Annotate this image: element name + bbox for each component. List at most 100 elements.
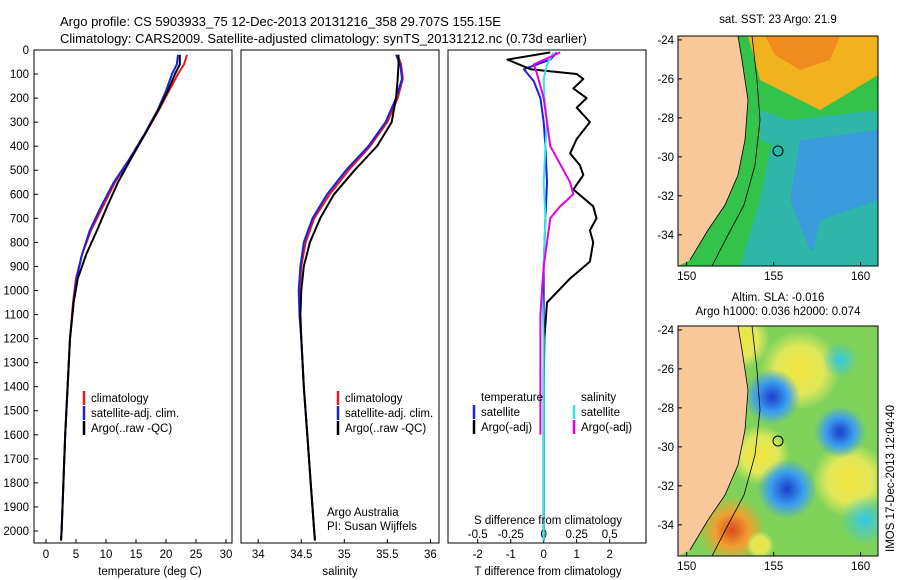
sla-map-title2: Argo h1000: 0.036 h2000: 0.074 [696,306,862,318]
legend-label: Argo(..raw -QC) [91,423,172,435]
y-tick-label: 1100 [4,310,29,322]
sla-map-title1: Altim. SLA: -0.016 [732,292,825,304]
temperature-profiles [60,54,188,541]
x-tick-label: 34 [252,549,265,561]
argo-location-marker [772,145,784,157]
temperature-x-axis: 0 5 10 15 20 25 30 [43,539,233,561]
sst-map-frame [677,35,879,267]
temp-argo-diff-line [506,51,598,541]
sst-map-axes: 150 155 160 -24 -26 -28 -30 -32 -34 [657,35,870,283]
lat-tick-label: -32 [657,191,674,203]
lon-tick-label: 150 [677,271,696,283]
legend-label: satellite-adj. clim. [91,408,179,420]
x-tick-label: 1 [573,549,579,561]
y-tick-label: 400 [10,141,29,153]
x-tick-label: 0 [43,549,49,561]
y-tick-label: 1000 [3,285,29,297]
lon-tick-label: 160 [851,561,870,573]
legend-label: climatology [91,393,149,405]
x-tick-label: -1 [506,549,516,561]
lat-tick-label: -26 [657,74,674,86]
y-tick-label: 300 [10,117,29,129]
lat-tick-label: -24 [657,325,674,337]
salinity-legend: climatology satellite-adj. clim. Argo(..… [336,391,433,435]
x-tick-label: 5 [73,549,79,561]
legend-label: satellite [581,407,620,419]
panel-salinity: 34 34.5 35 35.5 36 salinity climatology sate… [240,49,440,578]
y-tick-label: 500 [10,165,29,177]
sla-map-frame [677,325,879,557]
y-tick-label: 1800 [3,478,29,490]
lat-tick-label: -28 [657,403,674,415]
figure-title-line1: Argo profile: CS 5903933_75 12-Dec-2013 … [60,14,501,29]
panel-difference: -2 -1 0 1 2-0.5 -0.25 0 0.25 0.5 S difference fr… [447,49,647,578]
s-tick-label: -0.5 [468,529,488,541]
y-tick-label: 1900 [3,502,29,514]
y-tick-label: 1500 [3,406,29,418]
x-tick-label: 25 [190,549,203,561]
y-tick-label: 0 [23,45,29,57]
legend-label: climatology [345,393,403,405]
x-tick-label: 10 [100,549,113,561]
lon-tick-label: 155 [764,561,783,573]
lat-tick-label: -34 [657,520,674,532]
argo-line [60,54,181,541]
lon-tick-label: 155 [764,271,783,283]
y-tick-label: 600 [10,189,29,201]
legend-label: Argo(-adj) [481,422,532,434]
lon-tick-label: 150 [677,561,696,573]
x-tick-label: 2 [606,549,612,561]
y-tick-label: 1700 [3,454,29,466]
salinity-x-axis: 34 34.5 35 35.5 36 [252,539,437,561]
x-tick-label: -2 [473,549,483,561]
sal-satellite-diff-line [541,51,555,541]
depth-axis: 0 100 200 300 400 500 600 700 800 900 1000 1100 1200… [3,45,38,538]
credit-line1: Argo Australia [327,507,399,519]
y-tick-label: 1600 [3,430,29,442]
temperature-x-label: temperature (deg C) [98,566,202,578]
x-tick-label: 30 [220,549,233,561]
legend-title-salinity: salinity [581,392,616,404]
difference-profiles [506,51,598,541]
sal-argo-diff-line [532,51,575,435]
temperature-legend: climatology satellite-adj. clim. Argo(..… [82,391,179,435]
salinity-plot-frame [240,49,440,544]
difference-legend: temperature satellite Argo(-adj) salinit… [472,392,632,434]
legend-title-temperature: temperature [481,392,543,404]
x-tick-label: 15 [130,549,143,561]
x-tick-label: 0 [540,549,546,561]
legend-label: satellite-adj. clim. [345,408,433,420]
t-difference-label: T difference from climatology [474,566,621,578]
y-tick-label: 1300 [3,358,29,370]
lon-tick-label: 160 [851,271,870,283]
argo-line [299,54,400,541]
sla-map-axes: 150 155 160 -24 -26 -28 -30 -32 -34 [657,325,870,573]
y-tick-label: 100 [10,69,29,81]
sst-map: sat. SST: 23 Argo: 21.9 150 155 160 -24 -26 -… [657,14,879,283]
y-tick-label: 2000 [3,526,29,538]
panel-temperature: 0100200300400500600700800900100011001200… [3,45,233,578]
salinity-x-label: salinity [322,566,357,578]
s-tick-label: 0.5 [602,529,618,541]
argo-location-marker [772,435,784,447]
s-difference-label: S difference from climatology [474,515,622,527]
s-tick-label: -0.25 [498,529,524,541]
sla-map: Altim. SLA: -0.016 Argo h1000: 0.036 h20… [657,292,879,573]
x-tick-label: 35 [338,549,351,561]
timestamp-label: IMOS 17-Dec-2013 12:04:40 [885,405,897,552]
x-tick-label: 34.5 [290,549,312,561]
sst-map-title: sat. SST: 23 Argo: 21.9 [719,14,837,26]
y-tick-label: 800 [10,237,29,249]
lat-tick-label: -28 [657,113,674,125]
lat-tick-label: -26 [657,364,674,376]
legend-label: Argo(..raw -QC) [345,423,426,435]
lat-tick-label: -24 [657,35,674,47]
credit-line2: PI: Susan Wijffels [327,521,417,533]
legend-label: satellite [481,407,520,419]
y-tick-label: 1400 [3,382,29,394]
x-tick-label: 35.5 [376,549,398,561]
x-tick-label: 20 [160,549,173,561]
s-tick-label: 0.25 [566,529,588,541]
figure-title-line2: Climatology: CARS2009. Satellite-adjuste… [60,31,587,46]
